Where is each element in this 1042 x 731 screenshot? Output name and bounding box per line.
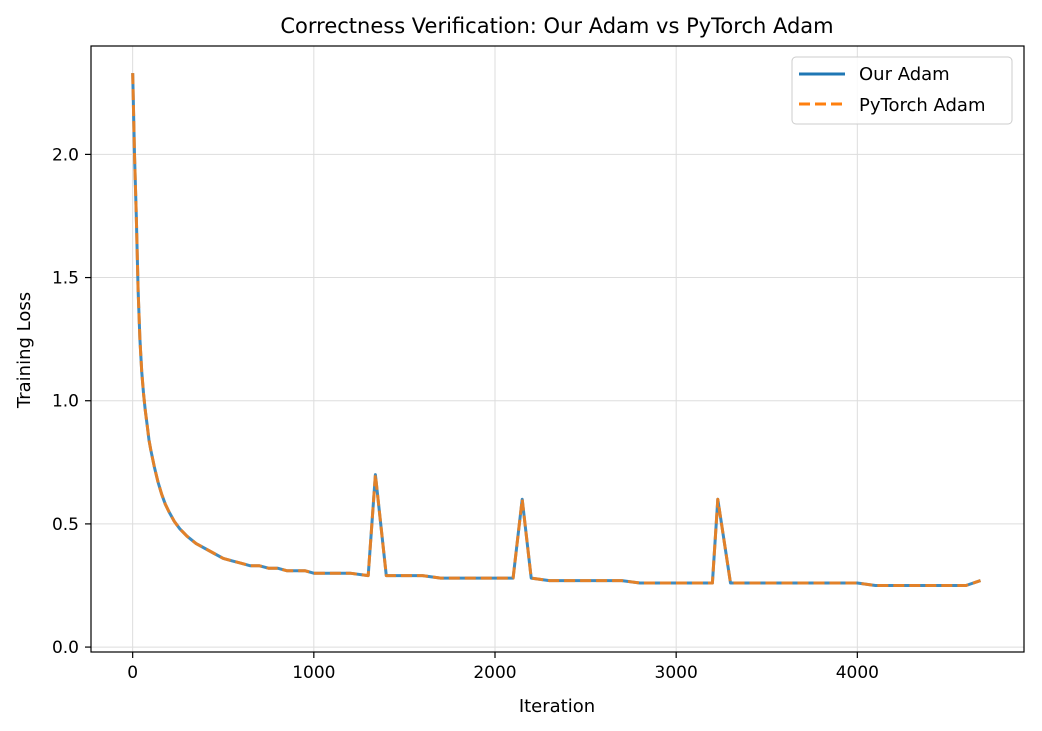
y-tick-label: 0.0	[52, 638, 79, 658]
x-tick-label: 2000	[473, 663, 516, 683]
x-axis-label: Iteration	[519, 696, 595, 717]
legend-label-our-adam: Our Adam	[859, 64, 950, 85]
x-tick-label: 4000	[836, 663, 879, 683]
grid	[91, 46, 1024, 652]
legend-box	[791, 56, 1013, 125]
plot-frame	[90, 45, 1025, 653]
x-tick-label: 0	[127, 663, 138, 683]
ticks: 0 1000 2000 3000 4000 0.0 0.5 1.0 1.5 2.0	[52, 145, 879, 683]
chart-title: Correctness Verification: Our Adam vs Py…	[280, 14, 833, 38]
y-tick-label: 1.5	[52, 269, 79, 289]
y-tick-label: 0.5	[52, 515, 79, 535]
legend-label-pytorch-adam: PyTorch Adam	[859, 95, 985, 116]
y-axis-label: Training Loss	[14, 292, 35, 409]
y-tick-label: 2.0	[52, 145, 79, 165]
x-tick-label: 3000	[655, 663, 698, 683]
y-tick-label: 1.0	[52, 392, 79, 412]
x-tick-label: 1000	[292, 663, 335, 683]
series-layer	[131, 73, 981, 587]
series-line-pytorch-adam	[131, 73, 981, 587]
legend: Our Adam PyTorch Adam	[791, 56, 1013, 125]
